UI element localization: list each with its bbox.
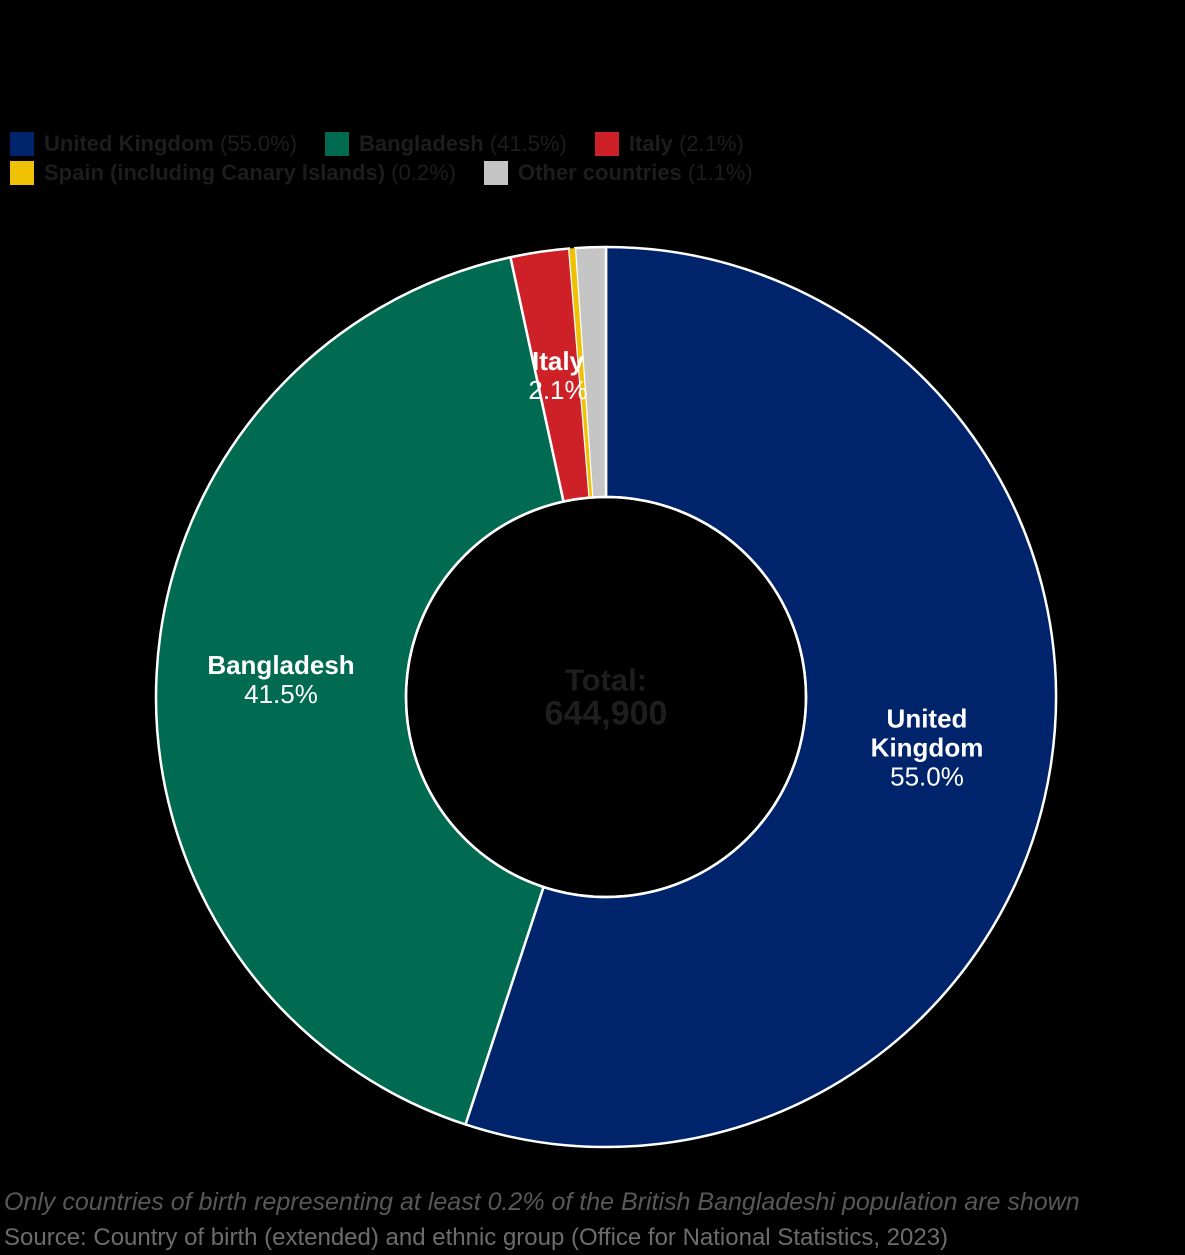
donut-inner-ring [404, 495, 808, 899]
legend-label: United Kingdom (55.0%) [44, 131, 297, 157]
legend-label: Italy (2.1%) [629, 131, 744, 157]
legend-swatch-spain-including-canary-islands [10, 161, 34, 185]
legend-name: United Kingdom [44, 131, 214, 156]
legend-swatch-italy [594, 132, 619, 156]
legend-pct: (55.0%) [213, 131, 298, 156]
chart-source: Source: Country of birth (extended) and … [4, 1224, 949, 1251]
legend-name: Italy [628, 131, 673, 156]
legend-item-spain-including-canary-islands[interactable]: Spain (including Canary Islands) (0.2%) [10, 160, 456, 186]
legend-item-bangladesh[interactable]: Bangladesh (41.5%) [325, 131, 567, 157]
legend-name: Bangladesh [359, 131, 484, 156]
legend-item-italy[interactable]: Italy (2.1%) [594, 131, 744, 157]
legend-swatch-other-countries [483, 161, 508, 185]
slice-spain-including-canary-islands[interactable] [569, 248, 593, 498]
legend-pct: (0.2%) [385, 160, 456, 185]
slice-bangladesh[interactable] [154, 256, 565, 1126]
legend-label: Spain (including Canary Islands) (0.2%) [44, 160, 456, 186]
legend-name: Other countries [517, 160, 682, 185]
legend-pct: (41.5%) [483, 131, 567, 156]
legend-pct: (2.1%) [672, 131, 744, 156]
legend-label: Bangladesh (41.5%) [359, 131, 567, 157]
legend-name: Spain (including Canary Islands) [44, 160, 386, 185]
legend: United Kingdom (55.0%) Bangladesh (41.5%)… [10, 131, 1175, 186]
legend-label: Other countries (1.1%) [518, 160, 753, 186]
legend-swatch-bangladesh [325, 132, 350, 156]
legend-item-other-countries[interactable]: Other countries (1.1%) [483, 160, 753, 186]
legend-item-united-kingdom[interactable]: United Kingdom (55.0%) [10, 131, 297, 157]
legend-swatch-united-kingdom [10, 132, 34, 156]
legend-pct: (1.1%) [681, 160, 753, 185]
chart-footnote: Only countries of birth representing at … [4, 1188, 1080, 1216]
